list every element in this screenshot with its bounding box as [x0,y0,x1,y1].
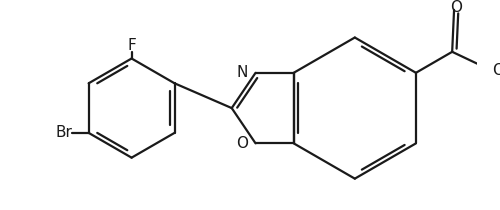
Text: Br: Br [56,125,72,140]
Text: O: O [492,63,500,78]
Text: F: F [127,38,136,53]
Text: O: O [236,136,248,151]
Text: O: O [450,0,462,15]
Text: N: N [236,65,248,80]
